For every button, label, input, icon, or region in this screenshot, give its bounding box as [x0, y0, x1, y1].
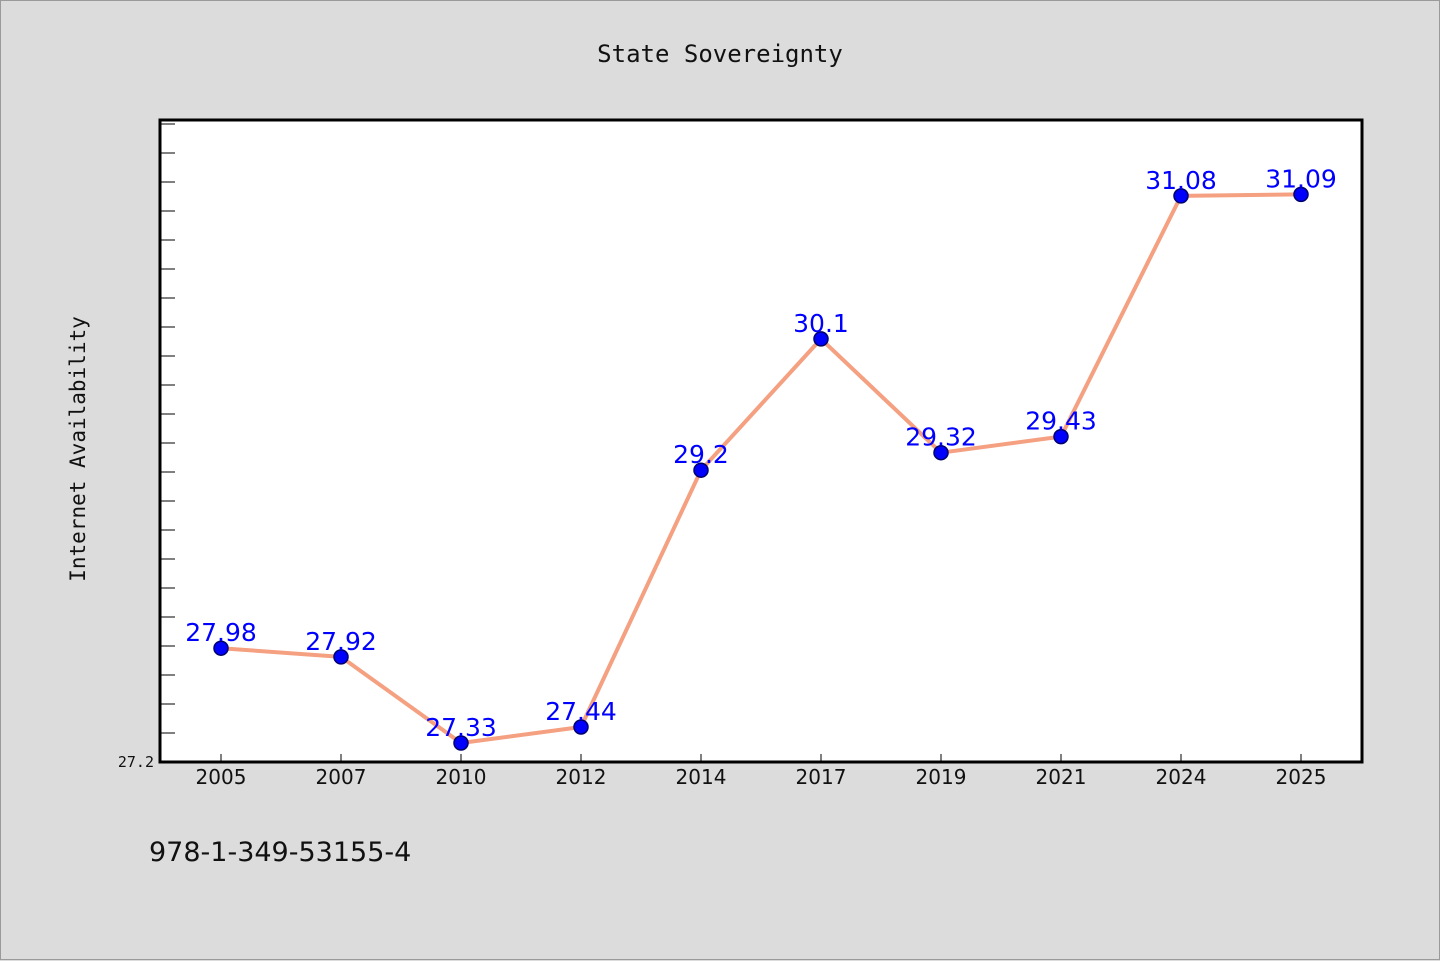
- x-tick-label: 2025: [1276, 765, 1327, 789]
- data-label: 27.44: [545, 697, 617, 726]
- x-tick-label: 2021: [1036, 765, 1087, 789]
- data-label: 27.33: [425, 713, 497, 742]
- isbn-footer: 978-1-349-53155-4: [149, 837, 412, 868]
- x-tick-label: 2010: [436, 765, 487, 789]
- x-tick-label: 2014: [676, 765, 727, 789]
- x-axis-ticks: 2005 2007 2010 2012 2014 2017 2019 2021 2024 2025: [196, 754, 1327, 789]
- data-point-marker: [1293, 186, 1309, 203]
- data-point-marker: [333, 649, 349, 665]
- data-label: 31.09: [1265, 164, 1337, 193]
- data-markers: [213, 186, 1309, 751]
- data-point-marker: [1053, 428, 1069, 445]
- data-label: 29.32: [905, 423, 977, 452]
- data-point-marker: [1173, 188, 1189, 204]
- y-axis-min-label: 27.2: [118, 753, 154, 771]
- x-tick-label: 2012: [556, 765, 607, 789]
- plot-area: [158, 118, 1364, 764]
- data-label: 27.98: [185, 618, 257, 647]
- x-tick-label: 2019: [916, 765, 967, 789]
- data-labels: 27.98 27.92 27.33 27.44 29.2 30.1 29.32 29.43 31…: [185, 164, 1337, 742]
- data-point-marker: [573, 719, 589, 735]
- data-point-marker: [453, 735, 469, 751]
- x-tick-label: 2005: [196, 765, 247, 789]
- data-point-marker: [813, 331, 829, 347]
- data-point-marker: [213, 640, 229, 656]
- y-axis-ticks: [160, 123, 175, 734]
- chart-title: State Sovereignty: [597, 40, 843, 68]
- data-label: 29.43: [1025, 407, 1097, 436]
- data-label: 30.1: [793, 309, 849, 338]
- data-label: 27.92: [305, 627, 377, 656]
- data-label: 31.08: [1145, 166, 1217, 195]
- x-tick-label: 2007: [316, 765, 367, 789]
- data-point-marker: [693, 462, 709, 478]
- x-tick-label: 2024: [1156, 765, 1207, 789]
- y-axis-label: Internet Availability: [66, 316, 90, 582]
- data-point-marker: [933, 444, 949, 461]
- series-line: [219, 192, 1303, 745]
- x-tick-label: 2017: [796, 765, 847, 789]
- data-label: 29.2: [673, 440, 729, 469]
